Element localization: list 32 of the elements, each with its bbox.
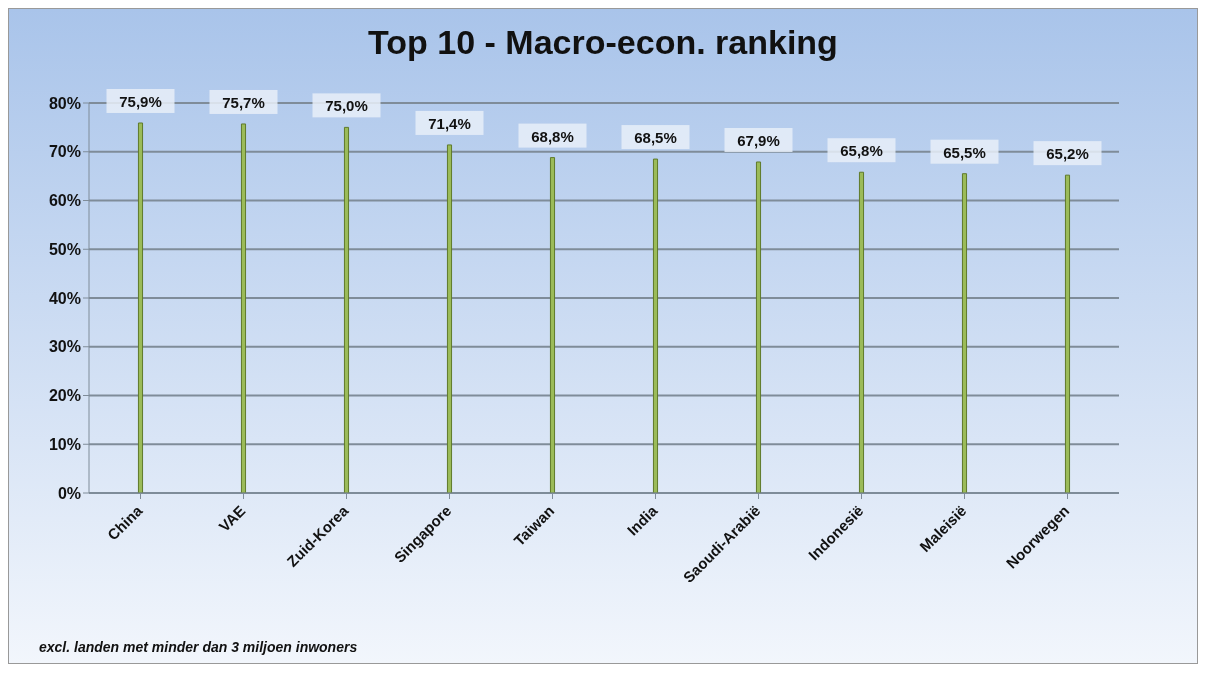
- data-label: 67,9%: [737, 131, 780, 149]
- data-label: 71,4%: [428, 114, 471, 132]
- data-label: 65,5%: [943, 143, 986, 161]
- chart-title: Top 10 - Macro-econ. ranking: [367, 22, 839, 63]
- text: excl. landen met minder dan 3 miljoen inwoners: [39, 639, 358, 655]
- bar: [446, 144, 453, 493]
- bar: [755, 161, 762, 493]
- data-label: 65,2%: [1046, 145, 1089, 163]
- bar: [137, 122, 144, 493]
- y-tick-label: 40%: [48, 289, 81, 307]
- data-label: 68,8%: [531, 127, 574, 145]
- x-tick-label: VAE: [215, 501, 249, 535]
- y-tick-label: 60%: [48, 192, 81, 210]
- data-label: 75,9%: [119, 92, 162, 110]
- y-tick-label: 10%: [48, 435, 81, 453]
- data-label: 68,5%: [634, 129, 677, 147]
- bar: [343, 126, 350, 493]
- data-label: 75,7%: [222, 93, 265, 111]
- y-tick-label: 50%: [48, 240, 81, 258]
- data-label: 75,0%: [325, 97, 368, 115]
- y-tick-label: 70%: [48, 143, 81, 161]
- y-tick-label: 80%: [48, 94, 81, 112]
- y-tick-label: 0%: [57, 484, 81, 502]
- bar: [549, 157, 556, 493]
- bar: [1064, 174, 1071, 493]
- bar: [961, 173, 968, 493]
- y-tick-label: 20%: [48, 387, 81, 405]
- data-label: 65,8%: [840, 142, 883, 160]
- bar: [240, 123, 247, 493]
- bar: [652, 158, 659, 493]
- y-tick-label: 30%: [48, 338, 81, 356]
- bar: [858, 171, 865, 493]
